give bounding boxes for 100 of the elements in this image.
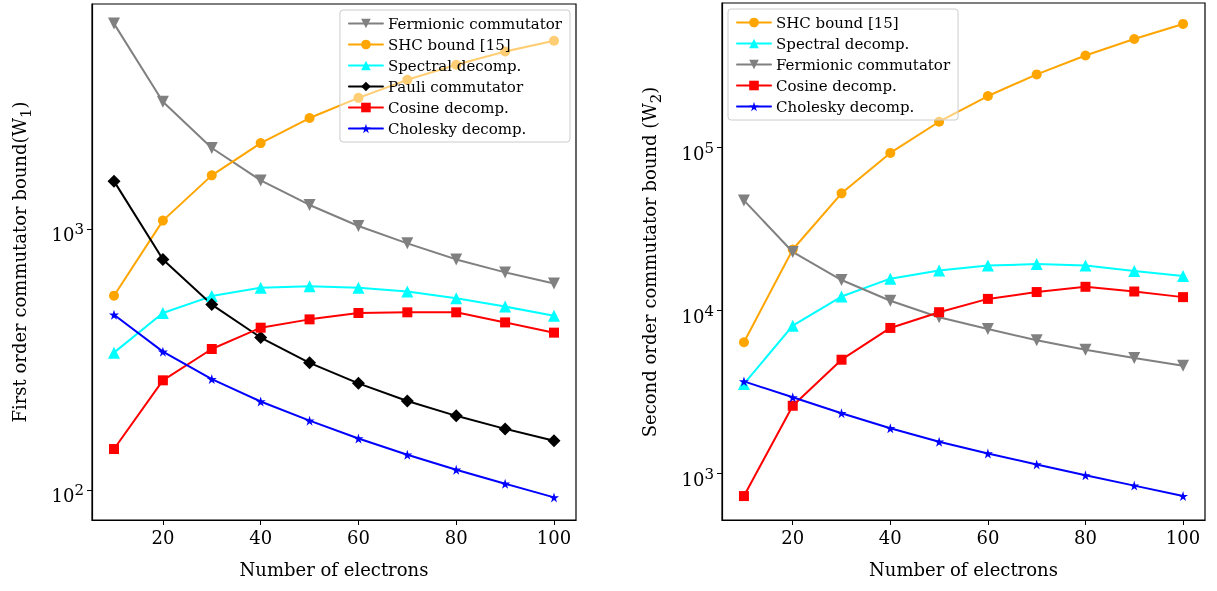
point [255,138,266,149]
y-tick-label: 10$^{2}$ [51,480,84,509]
legend-label: Spectral decomp. [776,34,910,53]
point [1031,459,1042,470]
y-tick-label: 10$^{3}$ [51,219,84,248]
point [353,308,364,319]
point [738,491,749,502]
y-tick-label: 10$^{4}$ [681,300,714,329]
point [401,285,414,298]
point [157,375,168,386]
legend-label: Cosine decomp. [387,98,509,117]
point [934,116,945,127]
point [981,259,994,272]
point [548,309,560,322]
x-tick-label: 40 [878,526,902,548]
point [1080,281,1091,292]
point [304,314,315,325]
point [835,290,848,303]
y-tick-label: 10$^{3}$ [681,463,714,492]
point [549,492,559,503]
point [738,337,749,348]
point [499,300,512,313]
point [156,252,170,266]
point [402,307,413,318]
point [451,307,462,318]
point [1178,18,1189,29]
point [353,433,364,444]
legend-label: Pauli commutator [387,77,524,96]
point [835,274,848,287]
point [499,266,512,279]
point [1129,34,1140,45]
point [206,344,217,355]
point [157,215,168,226]
legend-label: SHC bound [15] [387,35,511,54]
point [836,354,847,365]
point [500,317,511,328]
point [1031,69,1042,80]
point [787,392,798,403]
point [451,464,462,475]
point [885,322,896,333]
point [1030,258,1043,271]
legend-label: Fermionic commutator [387,14,563,33]
point [787,400,798,411]
point [548,277,560,290]
point [934,307,945,318]
x-tick-label: 100 [1165,526,1201,548]
point [401,237,414,250]
point [1080,470,1091,481]
x-tick-label: 20 [781,526,805,548]
x-tick-label: 20 [151,526,175,548]
point [498,422,512,436]
point [885,423,896,434]
point [352,281,365,294]
point [254,174,267,187]
point [108,17,120,30]
x-axis-title: Number of electrons [869,558,1058,580]
point [547,434,561,448]
point [1177,270,1190,283]
point [1129,286,1140,297]
point [400,394,414,408]
point [303,280,316,293]
point [786,319,799,332]
y-tick-label: 10$^{5}$ [681,137,714,166]
point [1128,264,1141,277]
point [549,35,559,46]
x-tick-label: 100 [536,526,572,548]
point [352,220,365,232]
point [353,92,364,103]
point [1079,343,1092,356]
x-axis-title: Number of electrons [239,558,429,580]
point [934,436,945,447]
point [303,356,317,370]
point [1079,259,1092,272]
point [884,294,897,307]
point [304,415,315,426]
point [109,309,119,320]
point [206,170,217,181]
point [255,396,266,407]
point [836,188,847,199]
x-tick-label: 40 [249,526,273,548]
point [108,346,120,359]
point [157,346,168,357]
point [450,292,463,305]
point [109,444,119,455]
point [205,298,219,312]
point [107,174,121,188]
point [255,322,266,333]
point [981,322,994,335]
legend-label: Spectral decomp. [387,56,522,75]
point [206,374,217,385]
point [109,290,119,301]
x-tick-label: 60 [346,526,370,548]
point [1129,480,1140,491]
x-tick-label: 80 [444,526,468,548]
point [933,264,946,277]
legend-label: Cholesky decomp. [387,119,527,138]
point [836,408,847,419]
point [303,198,316,211]
legend-label: Fermionic commutator [776,55,951,74]
point [1030,334,1043,347]
